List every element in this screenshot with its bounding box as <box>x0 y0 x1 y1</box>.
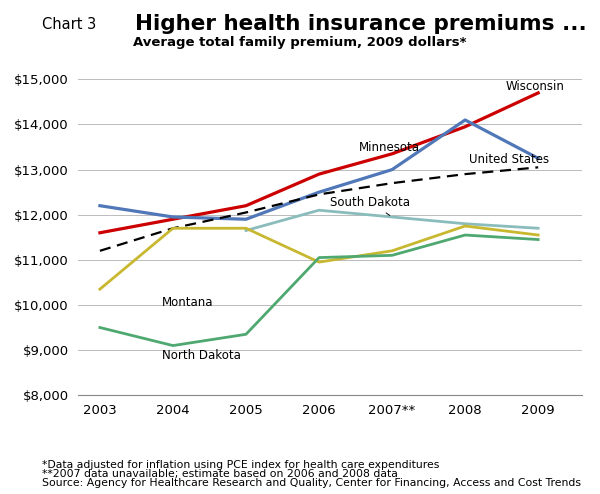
Text: Montana: Montana <box>162 296 214 309</box>
Text: Wisconsin: Wisconsin <box>505 80 564 93</box>
Text: North Dakota: North Dakota <box>162 349 241 363</box>
Text: Minnesota: Minnesota <box>359 141 420 154</box>
Text: Source: Agency for Healthcare Research and Quality, Center for Financing, Access: Source: Agency for Healthcare Research a… <box>42 478 581 488</box>
Text: **2007 data unavailable; estimate based on 2006 and 2008 data: **2007 data unavailable; estimate based … <box>42 469 398 479</box>
Text: South Dakota: South Dakota <box>330 196 410 215</box>
Text: *Data adjusted for inflation using PCE index for health care expenditures: *Data adjusted for inflation using PCE i… <box>42 460 439 470</box>
Text: Higher health insurance premiums ...: Higher health insurance premiums ... <box>135 14 587 34</box>
Text: Chart 3: Chart 3 <box>42 17 96 32</box>
Text: United States: United States <box>469 153 549 165</box>
Text: Average total family premium, 2009 dollars*: Average total family premium, 2009 dolla… <box>133 36 467 48</box>
